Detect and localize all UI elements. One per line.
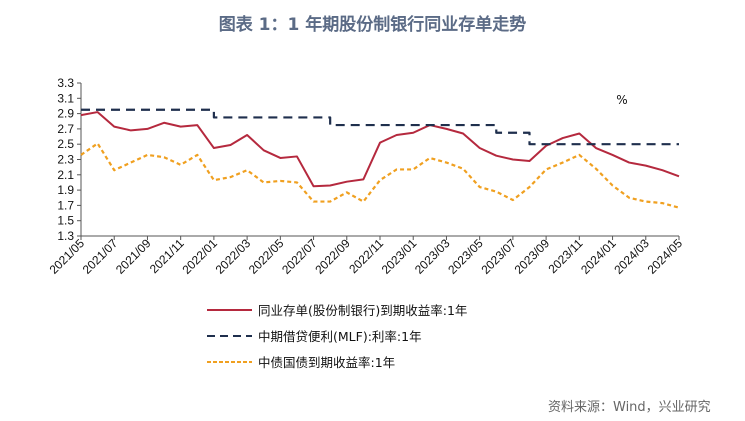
x-tick-label: 2021/11 [147,236,187,276]
y-tick-label: 2.5 [57,137,74,151]
x-tick-label: 2024/05 [645,236,686,277]
legend-label: 同业存单(股份制银行)到期收益率:1年 [258,303,467,318]
y-tick-label: 3.3 [57,76,74,90]
y-tick-label: 1.5 [57,214,74,228]
x-tick-label: 2023/09 [512,236,553,277]
y-tick-label: 2.1 [57,168,74,182]
y-tick-label: 1.3 [57,229,74,243]
series-line-1 [81,108,679,146]
series-line-2 [80,142,680,209]
y-tick-label: 2.3 [57,153,74,167]
x-tick-label: 2024/03 [611,236,652,277]
x-tick-label: 2023/11 [546,236,586,276]
x-tick-label: 2021/09 [113,236,154,277]
x-tick-label: 2022/11 [346,236,386,276]
x-tick-label: 2022/07 [279,236,320,277]
source-note: 资料来源：Wind，兴业研究 [548,400,711,415]
x-tick-label: 2022/09 [312,236,353,277]
y-tick-label: 2.7 [57,122,74,136]
x-tick-label: 2023/05 [445,236,486,277]
x-tick-label: 2022/03 [213,236,254,277]
y-tick-label: 1.9 [57,183,74,197]
y-tick-label: 1.7 [57,198,74,212]
legend-label: 中期借贷便利(MLF):利率:1年 [258,329,422,344]
x-tick-label: 2022/01 [179,236,220,277]
x-tick-label: 2023/07 [478,236,519,277]
x-tick-label: 2023/01 [379,236,420,277]
chart-title: 图表 1：1 年期股份制银行同业存单走势 [218,15,527,35]
legend-label: 中债国债到期收益率:1年 [258,355,395,370]
unit-label: % [616,93,627,107]
x-tick-label: 2024/01 [578,236,619,277]
series-line-0 [80,111,680,188]
x-tick-label: 2023/03 [412,236,453,277]
x-tick-label: 2021/07 [80,236,121,277]
y-tick-label: 3.1 [57,91,74,105]
x-tick-label: 2022/05 [246,236,287,277]
y-tick-label: 2.9 [57,107,74,121]
